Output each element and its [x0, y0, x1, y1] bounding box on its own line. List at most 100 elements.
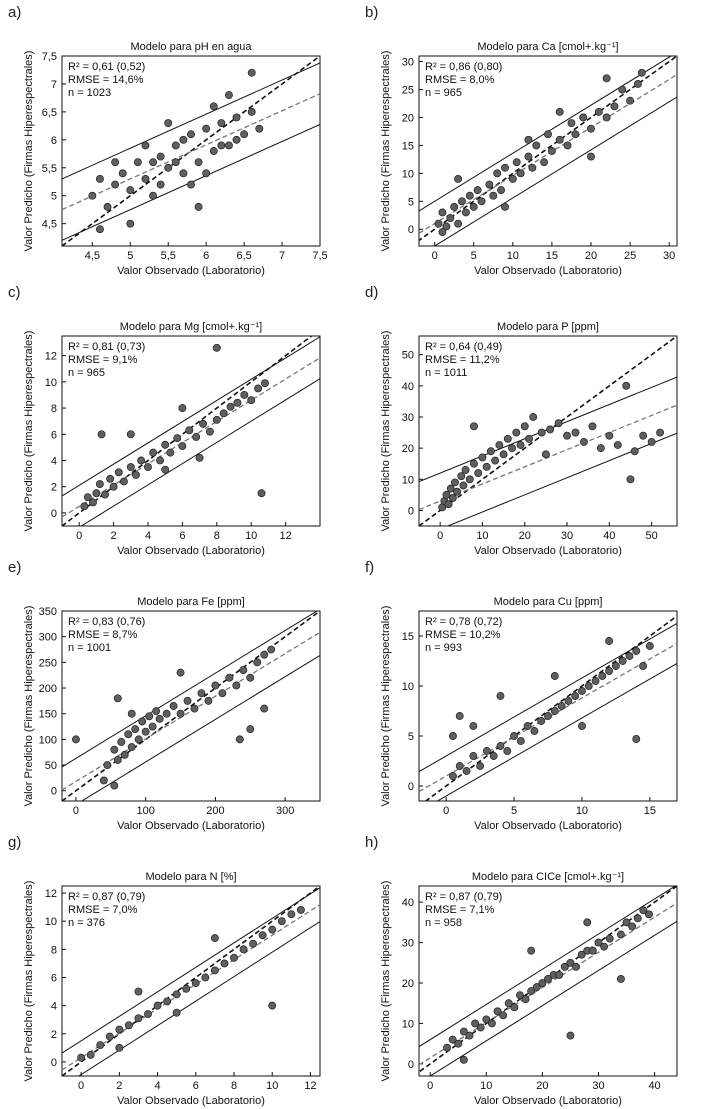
- data-point: [179, 135, 188, 144]
- data-point: [626, 96, 635, 105]
- fit-line: [419, 902, 677, 1066]
- data-point: [489, 191, 498, 200]
- data-point: [594, 107, 603, 116]
- data-point: [587, 152, 595, 161]
- data-point: [217, 141, 226, 150]
- data-point: [126, 186, 135, 195]
- data-point: [618, 657, 627, 665]
- x-tick-label: 20: [585, 250, 597, 262]
- stat-line: n = 1001: [68, 642, 111, 654]
- identity-line: [419, 56, 677, 242]
- data-point: [618, 85, 627, 94]
- x-tick-label: 25: [624, 250, 636, 262]
- panel-tag: h): [365, 834, 379, 851]
- plot-area: [62, 886, 320, 1076]
- data-point: [246, 725, 255, 734]
- lower-band-line: [429, 920, 677, 1076]
- data-point: [525, 434, 533, 443]
- data-point: [477, 197, 486, 206]
- y-tick-label: 200: [39, 683, 57, 695]
- data-point: [450, 202, 459, 211]
- x-tick-label: 10: [480, 1080, 492, 1092]
- data-point: [541, 450, 550, 459]
- data-point: [459, 1055, 468, 1064]
- data-point: [566, 958, 575, 967]
- data-point: [628, 922, 637, 931]
- data-point: [537, 717, 546, 725]
- data-point: [232, 681, 241, 690]
- data-point: [156, 152, 165, 161]
- data-point: [563, 141, 572, 150]
- data-point: [217, 119, 226, 128]
- data-point: [161, 440, 170, 449]
- plot-frame: [61, 55, 321, 247]
- data-point: [528, 163, 537, 172]
- data-point: [164, 119, 173, 128]
- y-tick-label: 12: [45, 888, 57, 900]
- data-point: [583, 918, 592, 927]
- data-point: [106, 474, 115, 483]
- data-point: [489, 752, 498, 760]
- data-point: [176, 709, 185, 718]
- data-point: [115, 1043, 124, 1052]
- data-point: [113, 755, 122, 764]
- chart-title: Modelo para Ca [cmol+.kg⁻¹]: [477, 41, 618, 53]
- plot-frame: [61, 610, 321, 802]
- data-point: [566, 1031, 575, 1040]
- stat-line: n = 376: [68, 917, 105, 929]
- data-point: [529, 413, 538, 421]
- data-point: [520, 422, 529, 431]
- data-point: [602, 113, 611, 122]
- data-point: [454, 174, 463, 183]
- data-point: [503, 747, 512, 755]
- chart-title: Modelo para N [%]: [145, 871, 236, 883]
- chart-g: Modelo para N [%] 0 2 4 6 8 10 12 0 2 4 6 8 10 12 Valor…: [23, 871, 321, 1107]
- x-tick-label: 7,5: [312, 250, 327, 262]
- y-tick-label: 4: [51, 455, 57, 467]
- data-point: [210, 934, 219, 943]
- data-point: [163, 997, 172, 1006]
- stat-line: R² = 0,64 (0,49): [425, 341, 502, 353]
- y-axis-label: Valor Predicho (Firmas Hiperespectrales): [23, 331, 35, 532]
- panel-tag: g): [8, 834, 22, 851]
- data-point: [199, 419, 207, 428]
- data-point: [171, 141, 180, 150]
- stat-line: R² = 0,87 (0,79): [425, 891, 502, 903]
- stat-line: n = 1011: [425, 367, 467, 379]
- y-axis-label: Valor Predicho (Firmas Hiperespectrales): [380, 331, 392, 532]
- data-point: [156, 456, 164, 465]
- data-point: [110, 745, 119, 754]
- data-point: [233, 398, 242, 407]
- data-point: [605, 637, 614, 645]
- stat-line: R² = 0,83 (0,76): [68, 616, 145, 628]
- panel-b: b) Modelo para Ca [cmol+.kg⁻¹] 0 5 10 15 20 25…: [357, 0, 714, 277]
- upper-band-line: [62, 336, 320, 497]
- identity-line: [62, 611, 320, 801]
- x-axis-label: Valor Observado (Laboratorio): [474, 545, 622, 557]
- data-point: [172, 990, 181, 999]
- plot-area: [419, 615, 677, 801]
- y-tick-label: 6: [51, 135, 57, 147]
- data-point: [446, 214, 455, 223]
- data-point: [95, 225, 104, 234]
- stat-line: R² = 0,87 (0,79): [68, 891, 145, 903]
- data-point: [131, 725, 140, 734]
- y-tick-label: 10: [402, 681, 414, 693]
- data-point: [77, 1053, 86, 1062]
- data-point: [134, 735, 143, 744]
- data-point: [194, 202, 203, 211]
- data-point: [499, 1011, 508, 1020]
- stat-line: RMSE = 7,1%: [425, 904, 495, 916]
- data-point: [219, 409, 228, 418]
- data-point: [579, 113, 588, 122]
- panel-tag: a): [8, 4, 22, 21]
- y-tick-label: 0: [408, 1059, 414, 1071]
- data-point: [101, 490, 109, 499]
- data-point: [550, 672, 559, 680]
- data-point: [465, 475, 474, 484]
- data-point: [89, 498, 97, 507]
- y-tick-label: 300: [39, 632, 57, 644]
- y-tick-label: 50: [45, 760, 57, 772]
- x-tick-label: 8: [231, 1080, 237, 1092]
- identity-line: [62, 56, 320, 246]
